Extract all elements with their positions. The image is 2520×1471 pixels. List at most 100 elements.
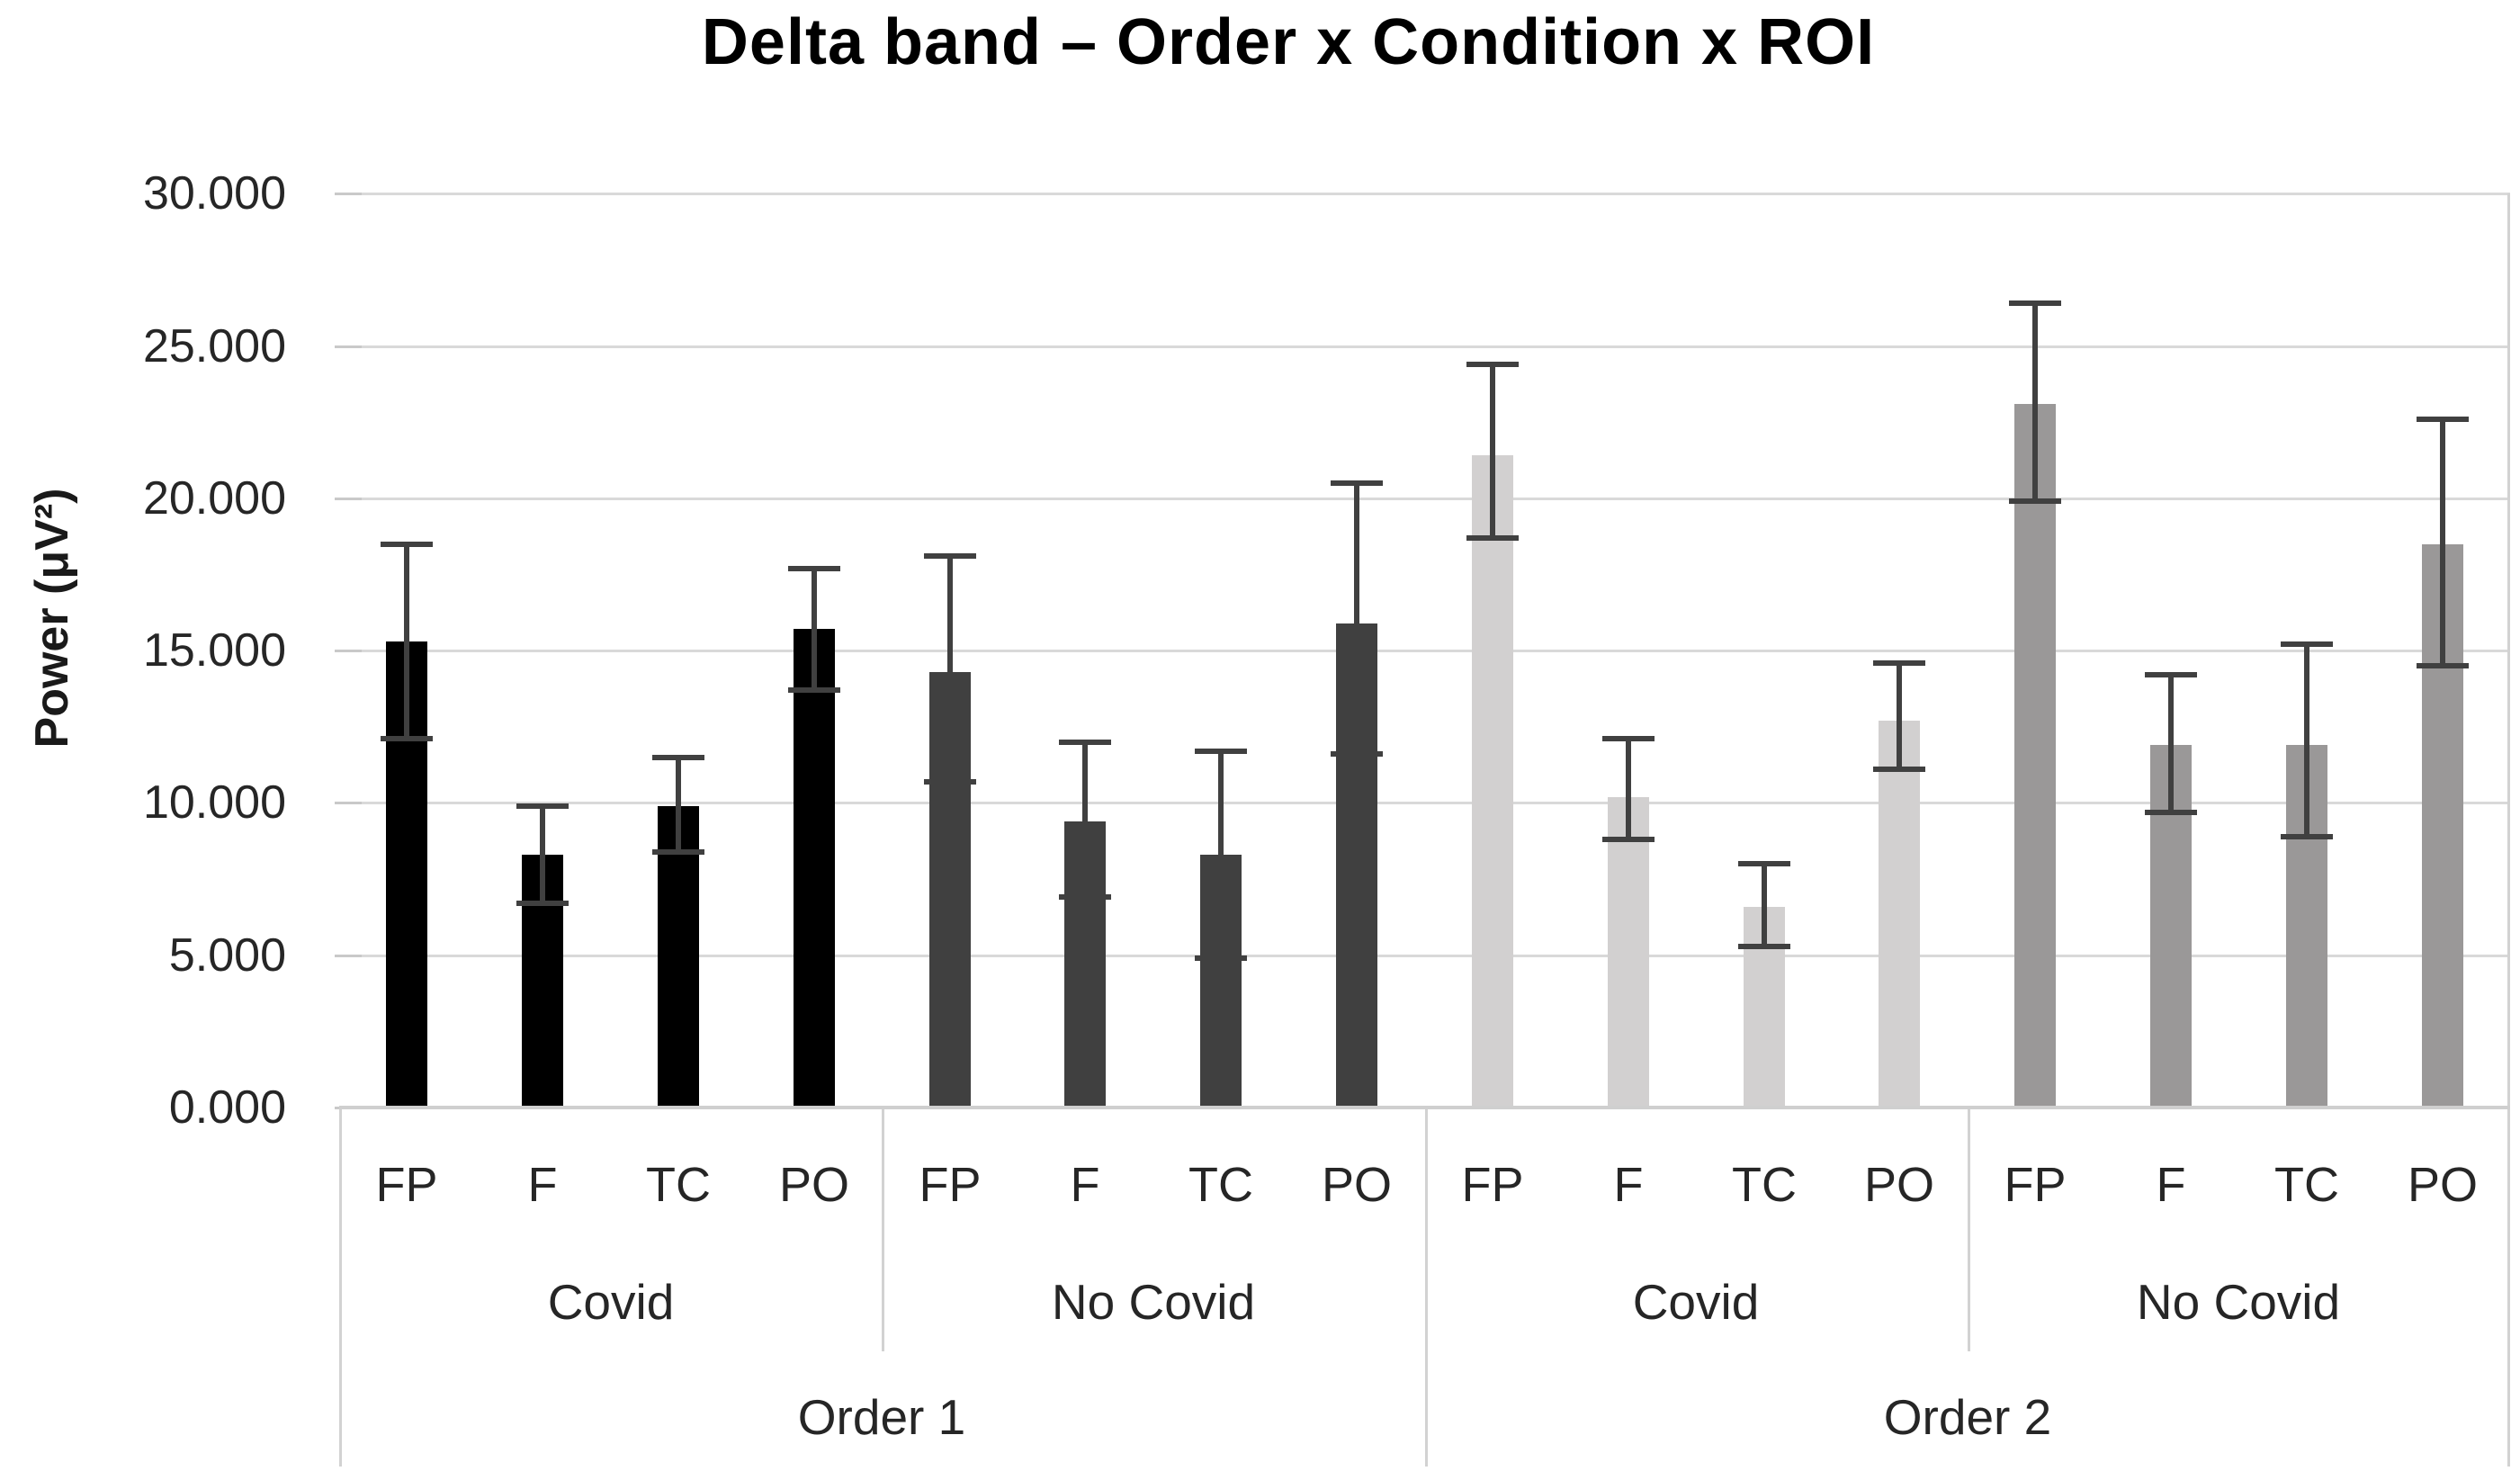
x-condition-label: No Covid — [1051, 1274, 1256, 1330]
y-axis-tick — [335, 345, 362, 348]
x-roi-label: TC — [646, 1158, 711, 1212]
x-roi-label: F — [2156, 1158, 2186, 1212]
error-bar-cap-bottom — [381, 736, 433, 741]
error-bar-cap-bottom — [1873, 767, 1925, 772]
error-bar-cap-top — [1331, 480, 1383, 486]
error-bar-cap-top — [1195, 749, 1247, 754]
error-bar-line — [1218, 751, 1224, 958]
error-bar-cap-top — [1873, 660, 1925, 666]
error-bar-cap-bottom — [1059, 894, 1111, 900]
y-axis-tick — [335, 498, 362, 500]
error-bar-cap-top — [788, 566, 840, 571]
y-axis-tick — [335, 802, 362, 804]
x-roi-label: FP — [2004, 1158, 2067, 1212]
error-bar-cap-bottom — [924, 779, 976, 785]
x-condition-label: No Covid — [2136, 1274, 2341, 1330]
error-bar-cap-bottom — [2145, 810, 2197, 815]
error-bar-line — [947, 556, 953, 782]
error-bar-cap-top — [2145, 672, 2197, 677]
bar-Order2-Covid-F — [1608, 797, 1649, 1108]
x-roi-label: PO — [1863, 1158, 1935, 1212]
error-bar-cap-bottom — [2009, 498, 2061, 504]
x-roi-label: PO — [1321, 1158, 1393, 1212]
error-bar-cap-bottom — [1331, 751, 1383, 757]
error-bar-line — [1354, 483, 1359, 754]
error-bar-cap-top — [1466, 362, 1519, 367]
x-order-label: Order 2 — [1883, 1389, 2052, 1445]
x-roi-label: FP — [1461, 1158, 1524, 1212]
x-roi-label: F — [1070, 1158, 1100, 1212]
x-roi-label: F — [1613, 1158, 1644, 1212]
x-condition-label: Covid — [1632, 1274, 1760, 1330]
error-bar-line — [1897, 663, 1902, 770]
gridline — [339, 498, 2510, 500]
x-roi-label: PO — [778, 1158, 850, 1212]
gridline — [339, 802, 2510, 804]
error-bar-line — [2032, 303, 2038, 501]
y-axis-tick — [335, 193, 362, 195]
y-tick-label: 25.000 — [142, 320, 286, 372]
error-bar-cap-top — [381, 542, 433, 547]
error-bar-line — [2440, 419, 2445, 666]
y-tick-label: 0.000 — [168, 1081, 286, 1134]
gridline — [339, 955, 2510, 957]
error-bar-cap-bottom — [2417, 663, 2469, 668]
error-bar-line — [1490, 364, 1495, 538]
y-tick-label: 30.000 — [142, 167, 286, 220]
y-axis-tick — [335, 650, 362, 652]
y-tick-label: 10.000 — [142, 776, 286, 829]
y-tick-label: 15.000 — [142, 624, 286, 677]
gridline — [339, 650, 2510, 652]
bar-Order2-Covid-FP — [1472, 455, 1513, 1108]
error-bar-line — [812, 569, 817, 690]
error-bar-line — [1762, 864, 1767, 946]
error-bar-cap-bottom — [652, 849, 704, 855]
x-roi-label: TC — [1732, 1158, 1797, 1212]
error-bar-cap-top — [1059, 740, 1111, 745]
error-bar-cap-bottom — [1466, 535, 1519, 541]
x-roi-label: TC — [2274, 1158, 2339, 1212]
x-roi-label: FP — [919, 1158, 982, 1212]
error-bar-cap-top — [516, 803, 569, 809]
error-bar-line — [1082, 742, 1088, 898]
condition-divider-order2 — [1968, 1106, 1970, 1351]
y-tick-label: 5.000 — [168, 929, 286, 982]
x-order-label: Order 1 — [797, 1389, 966, 1445]
x-axis-line — [339, 1106, 2510, 1109]
plot-border-right — [2507, 193, 2510, 1467]
gridline — [339, 345, 2510, 348]
error-bar-line — [2168, 675, 2174, 812]
error-bar-cap-bottom — [1602, 837, 1655, 842]
x-roi-label: TC — [1188, 1158, 1253, 1212]
x-roi-label: F — [527, 1158, 558, 1212]
bar-Order2-Covid-PO — [1879, 721, 1920, 1108]
chart-title: Delta band – Order x Condition x ROI — [701, 6, 1876, 78]
error-bar-cap-bottom — [2281, 834, 2333, 839]
error-bar-line — [404, 544, 409, 740]
error-bar-line — [2304, 644, 2309, 836]
error-bar-cap-bottom — [1195, 955, 1247, 961]
gridline — [339, 193, 2510, 195]
x-roi-label: PO — [2407, 1158, 2479, 1212]
error-bar-line — [676, 758, 681, 852]
bar-Order1-Covid-PO — [794, 629, 835, 1108]
bar-Order2-NoCovid-FP — [2014, 404, 2056, 1108]
condition-divider-order1 — [882, 1106, 884, 1351]
x-condition-label: Covid — [547, 1274, 675, 1330]
error-bar-cap-top — [652, 755, 704, 760]
x-roi-label: FP — [375, 1158, 438, 1212]
bar-Order1-Covid-TC — [658, 806, 699, 1108]
error-bar-cap-bottom — [516, 901, 569, 906]
error-bar-cap-top — [2009, 300, 2061, 306]
order-divider — [1425, 1106, 1428, 1467]
y-axis-tick — [335, 955, 362, 957]
error-bar-line — [540, 806, 545, 903]
error-bar-cap-top — [2281, 641, 2333, 647]
y-tick-label: 20.000 — [142, 472, 286, 525]
error-bar-line — [1626, 739, 1631, 839]
error-bar-cap-bottom — [788, 687, 840, 693]
error-bar-cap-top — [924, 553, 976, 559]
error-bar-cap-bottom — [1738, 944, 1790, 949]
error-bar-cap-top — [1602, 736, 1655, 741]
